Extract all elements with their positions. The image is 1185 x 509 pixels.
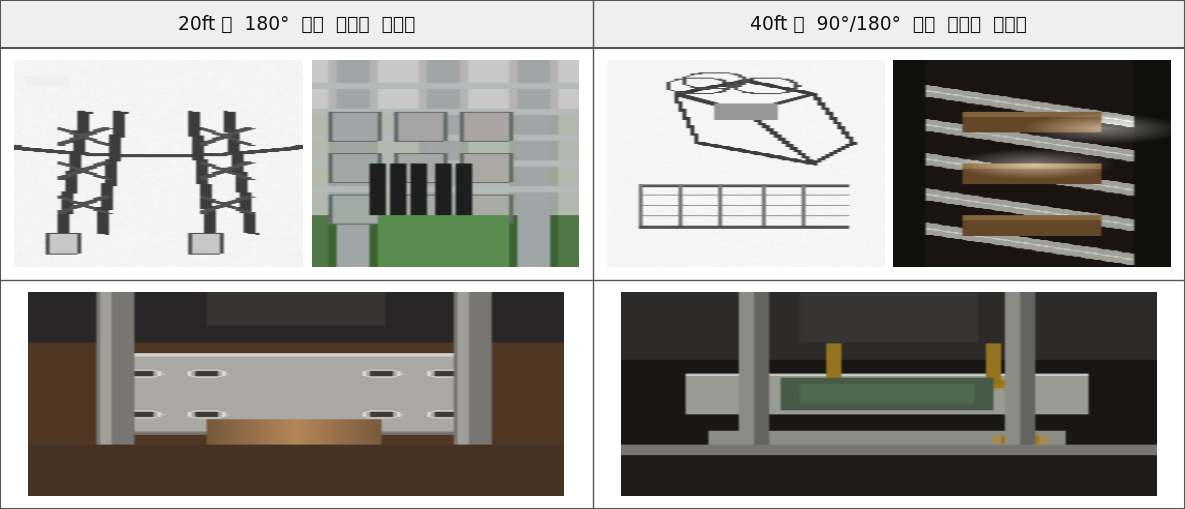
Text: 20ft 용  180°  힌지  시스템  시험기: 20ft 용 180° 힌지 시스템 시험기 — [178, 15, 415, 34]
Text: 40ft 용  90°/180°  힌지  시스템  시험기: 40ft 용 90°/180° 힌지 시스템 시험기 — [750, 15, 1027, 34]
Bar — [0, 0, 1185, 48]
